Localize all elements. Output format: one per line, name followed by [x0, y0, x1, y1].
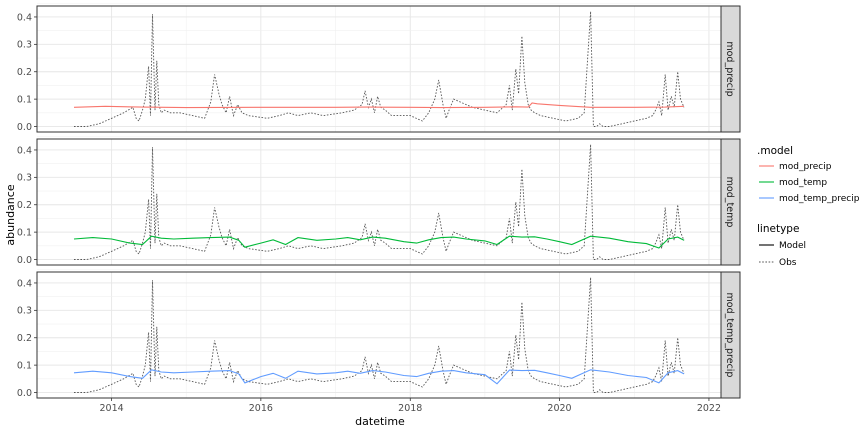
x-tick-label: 2022 — [697, 403, 721, 414]
y-tick-label: 0.2 — [17, 67, 32, 78]
y-tick-label: 0.4 — [17, 12, 32, 23]
y-tick-label: 0.4 — [17, 278, 32, 289]
panel-background — [37, 272, 721, 398]
legend-entry-mod_temp_precip: mod_temp_precip — [759, 194, 860, 204]
y-tick-label: 0.3 — [17, 306, 32, 317]
facet-strip-label: mod_temp_precip — [724, 293, 735, 378]
legend-entry-obs: Obs — [759, 258, 797, 268]
y-tick-label: 0.1 — [17, 360, 32, 371]
y-tick-label: 0.1 — [17, 227, 32, 238]
facet-panel-mod_precip: 0.0 0.1 0.2 0.3 0.4 mod_precip — [17, 2, 741, 133]
facet-panel-mod_temp: 0.0 0.1 0.2 0.3 0.4 mod_temp — [17, 135, 741, 266]
x-tick-label: 2018 — [398, 403, 422, 414]
y-tick-label: 0.3 — [17, 173, 32, 184]
legend-entry-label: Model — [779, 241, 806, 251]
y-axis-title: abundance — [4, 184, 17, 245]
legend: .model mod_precip mod_temp mod_temp_precip… — [757, 145, 860, 268]
legend-entry-model: Model — [759, 241, 806, 251]
legend-entry-label: mod_temp — [779, 178, 827, 188]
facet-panel-mod_temp_precip: 0.0 0.1 0.2 0.3 0.4 mod_temp_precip — [17, 268, 741, 399]
y-tick-label: 0.3 — [17, 40, 32, 51]
y-tick-label: 0.0 — [17, 255, 32, 266]
y-tick-label: 0.2 — [17, 200, 32, 211]
x-axis-title: datetime — [355, 415, 405, 428]
series-line-obs — [74, 277, 685, 393]
facet-strip — [720, 271, 741, 399]
legend-color-title: .model — [757, 145, 793, 157]
y-tick-label: 0.0 — [17, 388, 32, 399]
y-tick-label: 0.4 — [17, 145, 32, 156]
facet-strip-label: mod_temp — [724, 177, 735, 228]
y-tick-label: 0.1 — [17, 94, 32, 105]
legend-entry-mod_temp: mod_temp — [759, 178, 827, 188]
facet-strip-label: mod_precip — [724, 41, 735, 96]
series-line-mod_temp_precip — [73, 369, 685, 385]
legend-entry-label: mod_precip — [779, 162, 832, 172]
panel-background — [37, 139, 721, 265]
series-line-mod_temp — [73, 235, 685, 249]
legend-entry-label: Obs — [779, 258, 797, 268]
legend-entry-mod_precip: mod_precip — [759, 162, 832, 172]
legend-entry-label: mod_temp_precip — [779, 194, 860, 204]
y-tick-label: 0.2 — [17, 333, 32, 344]
series-line-obs — [74, 11, 685, 127]
panel-background — [37, 6, 721, 132]
y-tick-label: 0.0 — [17, 122, 32, 133]
series-line-mod_precip — [73, 102, 685, 109]
facet-strip — [720, 138, 741, 266]
facet-strip — [720, 5, 741, 133]
legend-linetype-title: linetype — [757, 223, 799, 235]
series-line-obs — [74, 144, 685, 260]
x-tick-label: 2020 — [547, 403, 571, 414]
x-tick-label: 2016 — [249, 403, 273, 414]
x-tick-label: 2014 — [100, 403, 124, 414]
